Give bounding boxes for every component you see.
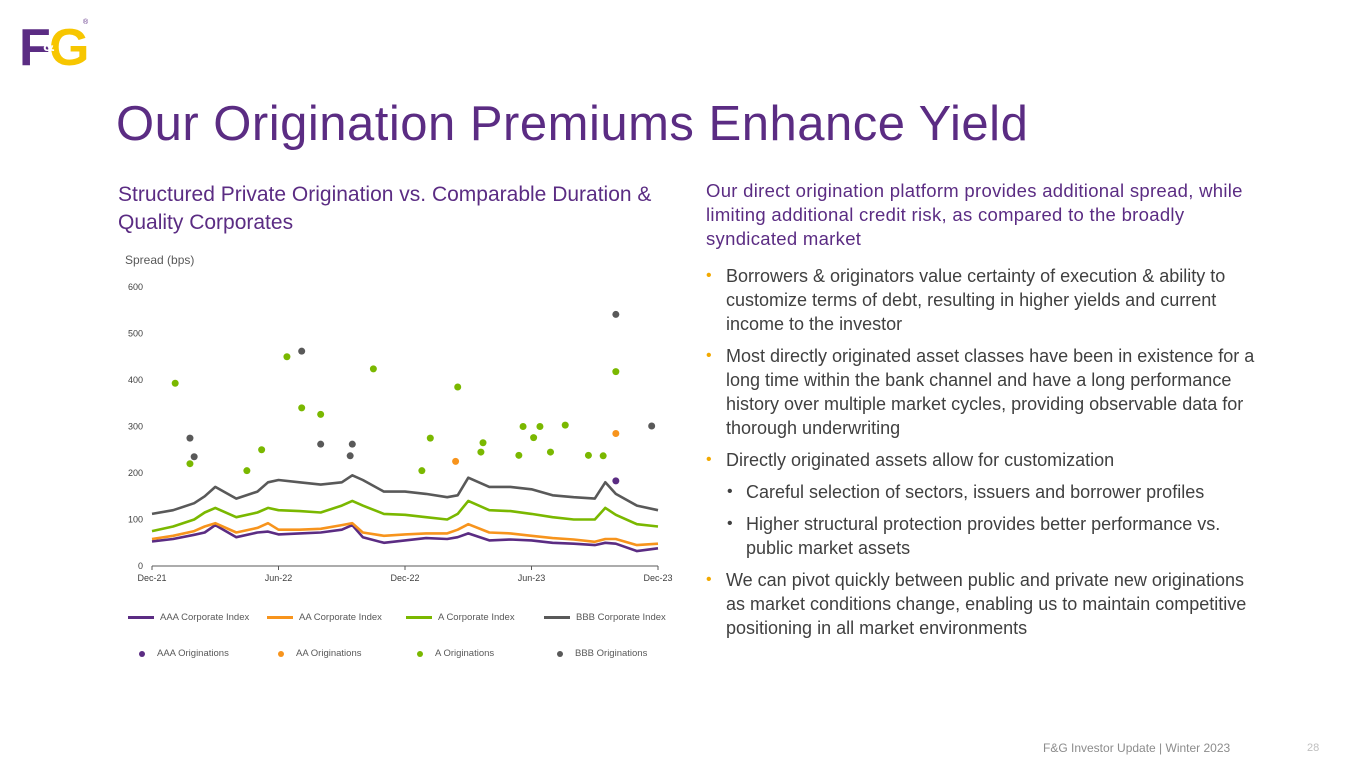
legend-index-row: AAA Corporate Index AA Corporate Index A… [125, 612, 685, 628]
page-number: 28 [1307, 742, 1320, 754]
legend-label: AA Originations [296, 648, 362, 659]
logo-letter-f: F [20, 19, 51, 68]
origination-point-a [186, 460, 194, 468]
bullet-item: Borrowers & originators value certainty … [706, 264, 1266, 336]
origination-point-a [171, 379, 179, 387]
legend-bbb-index: BBB Corporate Index [544, 612, 666, 623]
series-line-aa [151, 521, 659, 547]
origination-point-bbb [648, 422, 656, 430]
chart-heading: Structured Private Origination vs. Compa… [118, 183, 652, 234]
legend-dot-swatch [139, 650, 145, 657]
y-tick-label: 500 [128, 329, 143, 339]
fg-logo: F G & ® [20, 18, 89, 68]
legend-aa-index: AA Corporate Index [267, 612, 382, 623]
y-tick-label: 400 [128, 375, 143, 385]
series-line-bbb [151, 474, 659, 516]
y-tick-label: 0 [138, 561, 143, 571]
legend-a-index: A Corporate Index [406, 612, 515, 623]
legend-dot-swatch [278, 650, 284, 657]
page-title: Our Origination Premiums Enhance Yield [116, 97, 1029, 151]
legend-label: BBB Corporate Index [576, 612, 666, 623]
origination-point-bbb [190, 453, 198, 461]
x-tick-label: Dec-21 [137, 573, 166, 583]
legend-line-swatch [128, 616, 154, 619]
origination-point-aa [452, 457, 460, 465]
origination-point-a [530, 434, 538, 442]
legend-line-swatch [267, 616, 293, 619]
footer-text: F&G Investor Update | Winter 2023 [1043, 741, 1231, 755]
legend-label: A Corporate Index [438, 612, 515, 623]
origination-point-a [258, 446, 266, 454]
origination-point-bbb [612, 310, 620, 318]
origination-point-a [477, 448, 485, 456]
origination-point-a [426, 434, 434, 442]
legend-dot-swatch [417, 650, 423, 657]
origination-point-a [515, 451, 523, 459]
x-tick-label: Dec-23 [643, 573, 672, 583]
right-heading: Our direct origination platform provides… [706, 180, 1243, 249]
y-tick-label: 100 [128, 515, 143, 525]
legend-label: AAA Originations [157, 648, 229, 659]
origination-point-a [612, 368, 620, 376]
origination-point-a [283, 353, 291, 361]
logo-ampersand: & [43, 38, 55, 55]
origination-point-a [454, 383, 462, 391]
legend-label: BBB Originations [575, 648, 648, 659]
legend-dot-swatch [557, 650, 563, 657]
x-tick-label: Dec-22 [390, 573, 419, 583]
origination-point-a [418, 467, 426, 475]
origination-point-aa [612, 429, 620, 437]
legend-aa-originations: AA Originations [278, 648, 361, 659]
origination-point-bbb [317, 440, 325, 448]
origination-point-a [519, 423, 527, 430]
bullet-item: Directly originated assets allow for cus… [706, 448, 1266, 472]
y-tick-label: 300 [128, 422, 143, 432]
origination-point-a [243, 467, 251, 475]
origination-point-a [298, 404, 306, 412]
legend-aaa-originations: AAA Originations [139, 648, 229, 659]
legend-originations-row: AAA Originations AA Originations A Origi… [125, 648, 685, 664]
origination-point-a [479, 439, 487, 447]
series-line-aaa [151, 523, 659, 553]
y-tick-label: 600 [128, 282, 143, 292]
y-tick-label: 200 [128, 468, 143, 478]
origination-point-a [584, 451, 592, 459]
legend-label: AA Corporate Index [299, 612, 382, 623]
origination-point-a [561, 421, 569, 429]
origination-point-a [546, 448, 554, 456]
series-line-a [151, 499, 659, 533]
logo-letter-g: G [49, 19, 89, 68]
spread-chart: 0 100 200 300 400 500 600 Dec-21 Jun-22 Dec-22 Jun… [128, 282, 673, 583]
sub-bullet-item: Careful selection of sectors, issuers an… [706, 480, 1266, 504]
bullet-item: We can pivot quickly between public and … [706, 568, 1266, 640]
legend-label: A Originations [435, 648, 495, 659]
legend-line-swatch [406, 616, 432, 619]
origination-point-aaa [612, 477, 620, 485]
logo-registered-mark: ® [83, 18, 89, 26]
x-tick-label: Jun-23 [518, 573, 546, 583]
x-tick-label: Jun-22 [265, 573, 293, 583]
origination-point-a [369, 365, 377, 373]
legend-label: AAA Corporate Index [160, 612, 250, 623]
bullet-item: Most directly originated asset classes h… [706, 344, 1266, 440]
origination-point-bbb [186, 434, 194, 442]
legend-a-originations: A Originations [417, 648, 494, 659]
legend-aaa-index: AAA Corporate Index [128, 612, 249, 623]
sub-bullet-item: Higher structural protection provides be… [706, 512, 1266, 560]
bullet-list: Borrowers & originators value certainty … [706, 264, 1266, 648]
legend-line-swatch [544, 616, 570, 619]
origination-point-bbb [298, 347, 306, 355]
origination-point-a [599, 452, 607, 460]
origination-point-bbb [348, 440, 356, 448]
legend-bbb-originations: BBB Originations [557, 648, 647, 659]
origination-point-bbb [346, 452, 354, 460]
origination-point-a [536, 423, 544, 430]
y-axis-title: Spread (bps) [125, 253, 195, 267]
origination-point-a [317, 410, 325, 418]
